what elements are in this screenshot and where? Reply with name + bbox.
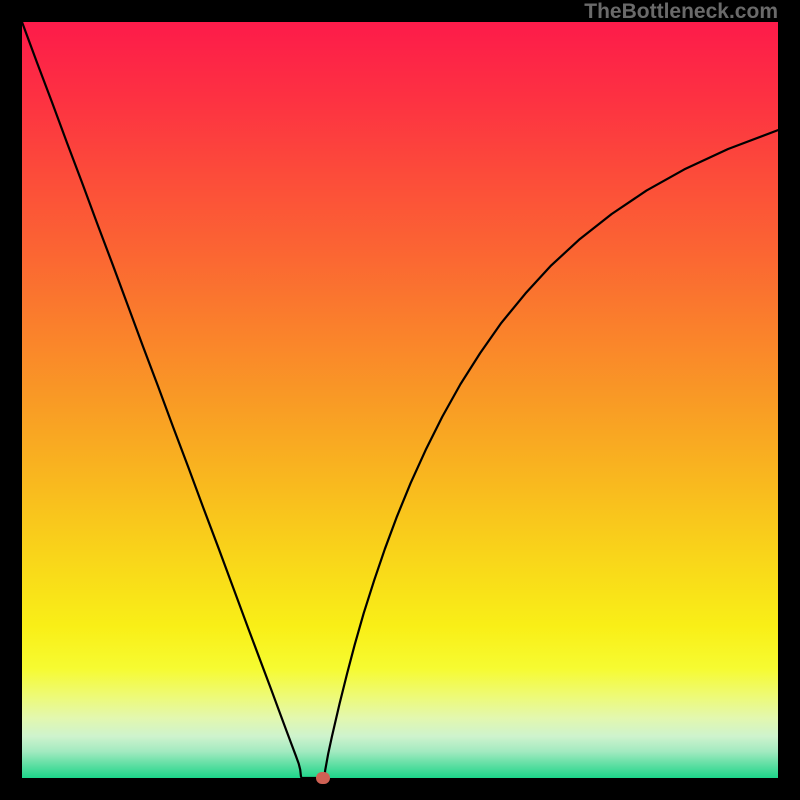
bottleneck-curve [22, 22, 778, 778]
plot-area [22, 22, 778, 778]
curve-path [22, 22, 778, 778]
optimum-marker [316, 772, 330, 784]
watermark-text: TheBottleneck.com [584, 0, 778, 24]
chart-container: TheBottleneck.com [0, 0, 800, 800]
